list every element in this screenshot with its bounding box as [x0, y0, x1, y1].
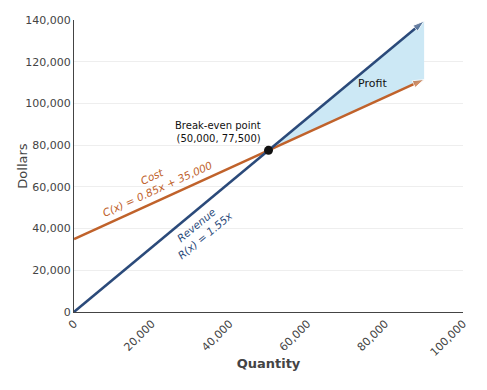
svg-text:20,000: 20,000	[121, 318, 157, 354]
svg-text:40,000: 40,000	[199, 318, 235, 354]
svg-text:100,000: 100,000	[428, 318, 469, 359]
svg-text:Profit: Profit	[358, 77, 387, 90]
svg-text:100,000: 100,000	[25, 97, 71, 110]
svg-text:Quantity: Quantity	[237, 356, 301, 371]
svg-text:80,000: 80,000	[32, 139, 71, 152]
svg-text:80,000: 80,000	[355, 318, 391, 354]
svg-text:60,000: 60,000	[32, 181, 71, 194]
svg-text:20,000: 20,000	[32, 264, 71, 277]
svg-text:RevenueR(x) = 1.55x: RevenueR(x) = 1.55x	[167, 199, 235, 262]
svg-text:0: 0	[64, 306, 71, 319]
svg-text:60,000: 60,000	[277, 318, 313, 354]
svg-text:140,000: 140,000	[25, 14, 71, 27]
svg-text:40,000: 40,000	[32, 222, 71, 235]
svg-text:Dollars: Dollars	[15, 143, 30, 188]
svg-text:CostC(x) = 0.85x + 35,000: CostC(x) = 0.85x + 35,000	[95, 146, 214, 219]
svg-text:120,000: 120,000	[25, 56, 71, 69]
svg-text:Break-even point(50,000, 77,50: Break-even point(50,000, 77,500)	[175, 120, 261, 144]
svg-text:0: 0	[66, 318, 80, 332]
